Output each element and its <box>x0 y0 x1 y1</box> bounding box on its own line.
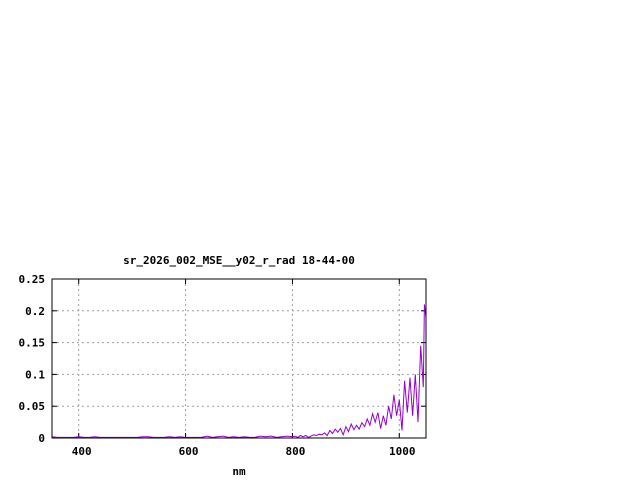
y-tick-label: 0.2 <box>25 305 45 318</box>
x-axis: 400 600 800 1000 <box>72 279 416 458</box>
x-tick-label: 800 <box>285 445 305 458</box>
grid <box>52 279 426 438</box>
series-line <box>51 304 427 438</box>
y-tick-label: 0.05 <box>19 400 46 413</box>
y-tick-label: 0.1 <box>25 368 45 381</box>
x-tick-label: 600 <box>179 445 199 458</box>
y-tick-label: 0.25 <box>19 273 46 286</box>
x-axis-label: nm <box>232 465 246 478</box>
chart-title: sr_2026_002_MSE__y02_r_rad 18-44-00 <box>123 254 355 267</box>
y-tick-label: 0 <box>38 432 45 445</box>
x-tick-label: 1000 <box>389 445 416 458</box>
x-tick-label: 400 <box>72 445 92 458</box>
plot-frame <box>51 278 427 439</box>
y-axis: 0 0.05 0.1 0.15 0.2 0.25 <box>19 273 426 445</box>
y-tick-label: 0.15 <box>19 337 46 350</box>
